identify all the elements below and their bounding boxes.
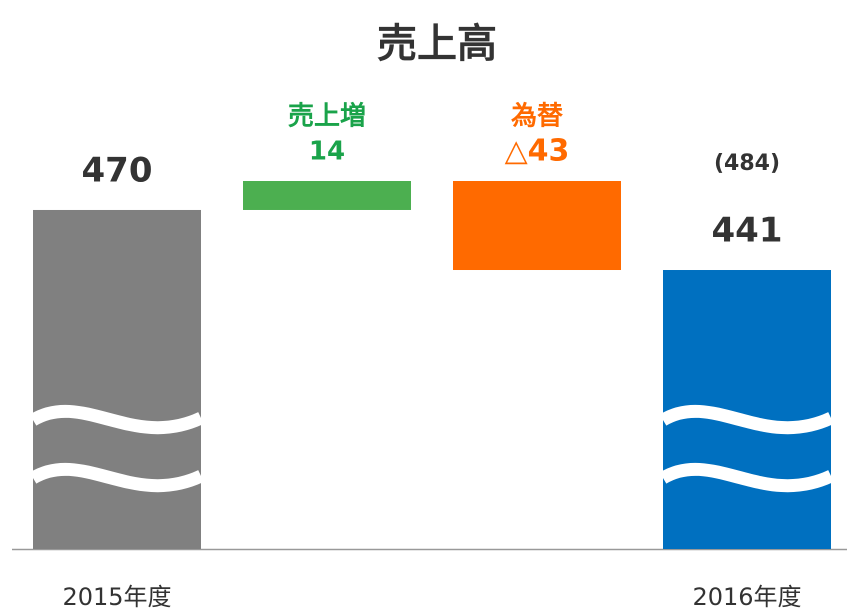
value-label: 14 [309,137,345,167]
value-label: 441 [712,211,783,251]
value-label: △43 [505,134,570,169]
axis-break [659,462,834,493]
bar [243,181,411,210]
bar [33,209,201,550]
x-tick-label: 2016年度 [692,583,801,611]
axis-break [29,404,204,435]
category-label: 売上増 [288,102,366,132]
category-label: 為替 [511,102,563,132]
chart-title: 売上高 [377,21,497,67]
axis-break [29,462,204,493]
bar [453,181,621,271]
x-tick-label: 2015年度 [62,583,171,611]
annotation: (484) [714,151,780,176]
axis-break [659,404,834,435]
value-label: 470 [82,150,153,190]
